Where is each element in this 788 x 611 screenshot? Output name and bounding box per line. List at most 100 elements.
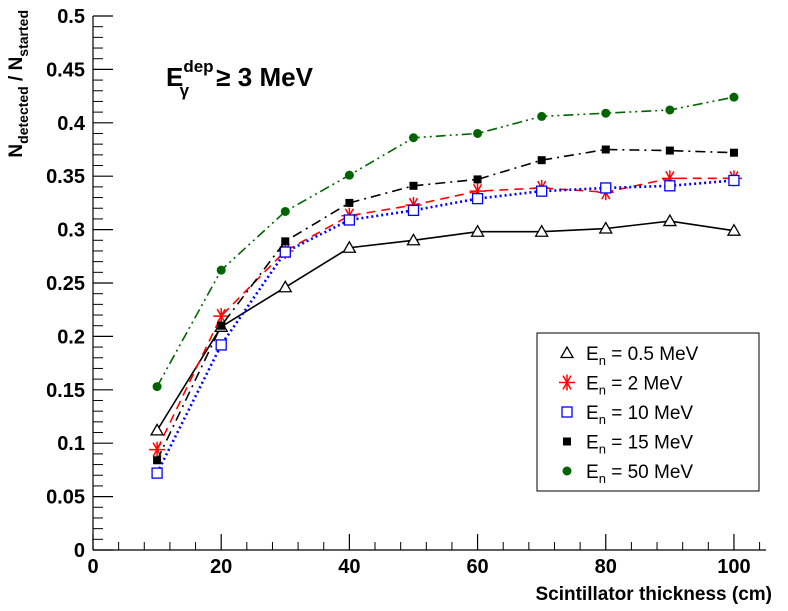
data-point: [728, 174, 740, 187]
legend-label: En = 10 MeV: [586, 403, 693, 427]
series-10-mev: [151, 174, 740, 479]
data-point: [598, 221, 613, 234]
data-point: [344, 170, 354, 180]
y-tick-label: 0.2: [57, 326, 85, 348]
annotation-sup: dep: [183, 57, 213, 76]
legend-marker: [563, 437, 571, 446]
y-tick-label: 0: [74, 540, 85, 562]
y-tick-label: 0.1: [57, 433, 85, 455]
data-point: [534, 224, 549, 237]
annotation-base: E: [166, 62, 183, 92]
series-line: [156, 220, 735, 431]
legend-marker: [562, 466, 572, 476]
x-axis-title: Scintillator thickness (cm): [535, 584, 772, 605]
y-tick-label: 0.3: [57, 220, 85, 242]
series-line: [156, 177, 734, 450]
series-0_5-mev: [149, 213, 742, 436]
legend-label-rest: = 2 MeV: [606, 374, 683, 395]
annotation-sub: γ: [180, 81, 190, 100]
x-tick-label: 100: [717, 556, 750, 578]
series-line: [156, 148, 734, 461]
data-point: [473, 175, 482, 184]
y-axis-title: Ndetected / Nstarted: [6, 10, 31, 158]
legend-label-base: E: [586, 403, 599, 424]
data-point: [537, 111, 547, 121]
data-point: [537, 156, 546, 165]
legend-label: En = 15 MeV: [586, 433, 693, 457]
data-point: [473, 128, 483, 138]
legend-label: En = 2 MeV: [586, 374, 683, 398]
annotation-rest: ≥ 3 MeV: [209, 62, 314, 92]
data-point: [343, 214, 356, 226]
y-title-den-main: N: [6, 57, 27, 71]
y-tick-label: 0.5: [57, 6, 85, 28]
series-layer: [149, 92, 742, 479]
legend-label-rest: = 10 MeV: [606, 403, 693, 424]
data-point: [149, 423, 165, 436]
data-point: [601, 145, 610, 154]
series-50-mev: [152, 92, 739, 392]
energy-threshold-annotation: Edep γ ≥ 3 MeV: [166, 57, 314, 100]
series-line: [155, 179, 735, 474]
legend-marker: [561, 406, 573, 418]
x-tick-label: 20: [210, 556, 232, 578]
legend-entry: En = 2 MeV: [559, 374, 683, 398]
legend-box: [536, 332, 760, 492]
legend-label-sub: n: [599, 471, 606, 486]
data-point: [662, 213, 677, 227]
data-point: [342, 240, 357, 253]
data-point: [152, 382, 162, 392]
legend-entry: En = 10 MeV: [561, 403, 693, 427]
legend-label-sub: n: [599, 412, 606, 427]
data-point: [536, 185, 548, 197]
data-point: [729, 148, 738, 157]
x-tick-label: 0: [87, 556, 98, 578]
data-point: [345, 198, 354, 207]
legend-label-base: E: [586, 462, 599, 483]
data-point: [600, 182, 612, 194]
y-title-num-sub: detected: [15, 86, 31, 144]
data-point: [409, 181, 418, 190]
legend-label-sub: n: [599, 442, 606, 457]
x-tick-label: 60: [466, 556, 488, 578]
data-point: [470, 224, 485, 237]
y-tick-label: 0.4: [57, 113, 86, 135]
data-point: [279, 246, 291, 258]
data-point: [726, 223, 742, 236]
data-point: [217, 321, 226, 330]
legend-label-rest: = 0.5 MeV: [606, 344, 699, 365]
y-title-den-sub: started: [15, 10, 31, 57]
legend-entry: En = 50 MeV: [562, 462, 693, 486]
legend-label-base: E: [586, 433, 599, 454]
series-line: [156, 96, 735, 387]
data-point: [280, 206, 290, 216]
data-point: [278, 279, 293, 293]
legend-label: En = 50 MeV: [586, 462, 693, 486]
data-point: [664, 180, 676, 192]
legend-entry: En = 0.5 MeV: [559, 344, 699, 368]
legend-marker: [559, 374, 575, 391]
data-point: [729, 92, 739, 102]
y-tick-label: 0.05: [46, 487, 85, 509]
y-title-num-main: N: [6, 144, 27, 158]
data-point: [471, 192, 484, 205]
axes-layer: 0 20 40 60 80 100 0 0.05 0.1 0.15 0.2 0.25 0.3 0.35 0.…: [46, 6, 766, 578]
data-point: [665, 105, 675, 115]
data-point: [151, 467, 163, 479]
y-tick-label: 0.35: [46, 166, 85, 188]
legend-label-sub: n: [599, 383, 606, 398]
data-point: [215, 339, 227, 351]
legend-entry: En = 15 MeV: [563, 433, 693, 457]
data-point: [281, 237, 290, 246]
y-tick-label: 0.25: [46, 273, 85, 295]
x-tick-label: 80: [595, 556, 617, 578]
legend-label-rest: = 15 MeV: [606, 433, 693, 454]
data-point: [407, 204, 420, 217]
data-point: [216, 265, 226, 275]
legend-label-base: E: [586, 344, 599, 365]
data-point: [406, 232, 421, 246]
legend-label: En = 0.5 MeV: [586, 344, 699, 368]
